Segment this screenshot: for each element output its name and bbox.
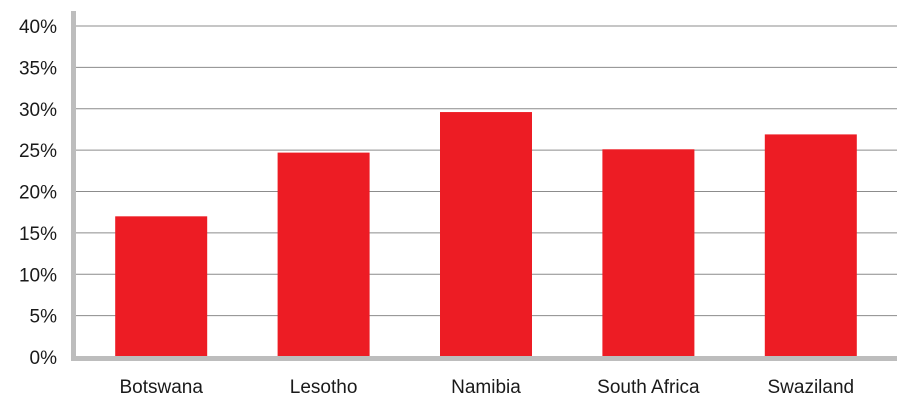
y-axis-tick-labels: 0% 5% 10% 15% 20% 25% 30% 35% 40% xyxy=(19,17,57,369)
x-axis-line xyxy=(71,356,897,361)
x-category-label: Swaziland xyxy=(767,377,854,398)
y-tick-label: 5% xyxy=(30,307,58,328)
x-axis-category-labels: Botswana Lesotho Namibia South Africa Swazil… xyxy=(119,377,854,398)
y-tick-label: 0% xyxy=(30,348,58,369)
bar-namibia xyxy=(440,112,532,357)
y-tick-label: 40% xyxy=(19,17,57,38)
y-tick-label: 20% xyxy=(19,183,57,204)
y-tick-label: 10% xyxy=(19,265,57,286)
bar-botswana xyxy=(115,216,208,357)
y-tick-label: 25% xyxy=(19,141,57,162)
x-category-label: Namibia xyxy=(451,377,521,398)
bar-swaziland xyxy=(764,134,857,357)
x-category-label: Botswana xyxy=(119,377,203,398)
y-tick-label: 15% xyxy=(19,224,57,245)
y-tick-label: 35% xyxy=(19,58,57,79)
bar-lesotho xyxy=(277,152,370,357)
bars xyxy=(115,112,857,357)
x-category-label: South Africa xyxy=(597,377,700,398)
bar-south-africa xyxy=(602,149,695,357)
x-category-label: Lesotho xyxy=(290,377,358,398)
y-tick-label: 30% xyxy=(19,100,57,121)
y-axis-line xyxy=(71,11,76,360)
axes xyxy=(71,11,897,361)
